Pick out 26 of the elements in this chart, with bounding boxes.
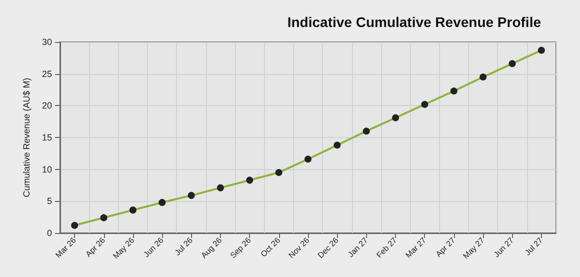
x-tick-label: Dec 26 xyxy=(316,235,341,260)
x-tick-label: Jan 27 xyxy=(346,235,370,260)
x-tick-label: May 26 xyxy=(111,235,137,261)
y-tick-label: 10 xyxy=(42,164,52,174)
y-tick-label: 0 xyxy=(46,228,52,238)
chart-title: Indicative Cumulative Revenue Profile xyxy=(287,14,542,30)
x-tick-label: Apr 27 xyxy=(434,235,458,259)
y-axis-title: Cumulative Revenue (AU$ M) xyxy=(22,78,32,198)
x-tick-label: Jun 26 xyxy=(142,235,166,260)
y-tick-label: 15 xyxy=(42,132,52,142)
x-tick-label: Jul 27 xyxy=(523,235,545,258)
y-tick-label: 20 xyxy=(42,100,52,111)
y-tick-label: 30 xyxy=(42,37,52,47)
x-tick-label: May 27 xyxy=(461,235,487,261)
y-tick-label: 5 xyxy=(46,196,52,206)
x-tick-label: Feb 27 xyxy=(374,235,400,260)
y-tick-label: 25 xyxy=(42,68,52,79)
x-tick-label: Nov 26 xyxy=(286,235,312,260)
x-tick-label: Apr 26 xyxy=(84,235,108,259)
x-tick-label: Mar 27 xyxy=(404,235,428,260)
x-tick-label: Jun 27 xyxy=(492,235,516,260)
x-tick-label: Oct 26 xyxy=(259,235,282,259)
x-tick-label: Sep 26 xyxy=(228,235,254,260)
x-tick-label: Jul 26 xyxy=(173,235,195,258)
x-tick-label: Mar 26 xyxy=(54,235,78,260)
x-tick-label: Aug 26 xyxy=(199,235,224,260)
